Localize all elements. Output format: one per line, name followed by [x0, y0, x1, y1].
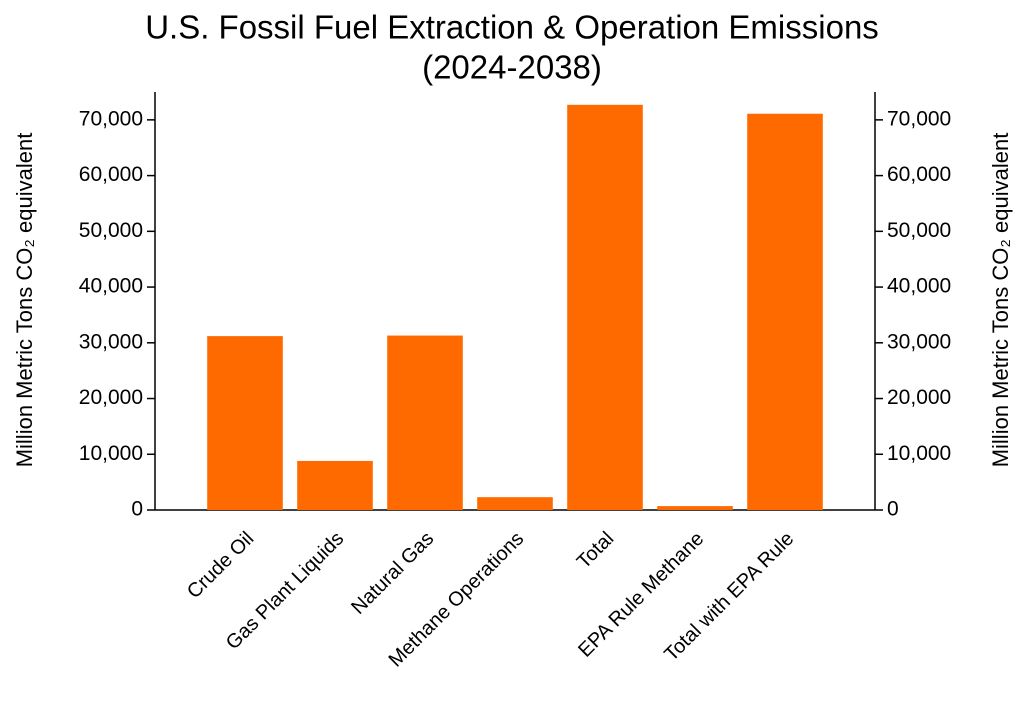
tick-label: 70,000 [79, 107, 143, 130]
tick-label: 30,000 [887, 330, 951, 353]
tick-label: 40,000 [79, 275, 143, 298]
tick-label: 60,000 [79, 163, 143, 186]
chart-title: U.S. Fossil Fuel Extraction & Operation … [145, 9, 879, 46]
tick-label: 50,000 [887, 219, 951, 242]
tick-label: 10,000 [887, 442, 951, 465]
y-axis-label: Million Metric Tons CO₂ equivalent [12, 133, 37, 468]
x-tick-label: Total [573, 528, 618, 573]
tick-label: 0 [887, 498, 899, 521]
tick-label: 60,000 [887, 163, 951, 186]
chart-subtitle: (2024-2038) [422, 49, 602, 86]
x-tick-label: Natural Gas [347, 528, 438, 619]
tick-label: 70,000 [887, 107, 951, 130]
x-tick-label: Crude Oil [183, 528, 258, 603]
tick-label: 0 [131, 498, 143, 521]
y2-axis-label: Million Metric Tons CO₂ equivalent [988, 133, 1013, 468]
tick-label: 20,000 [79, 386, 143, 409]
tick-label: 20,000 [887, 386, 951, 409]
tick-label: 40,000 [887, 275, 951, 298]
bar [207, 336, 283, 510]
tick-label: 30,000 [79, 330, 143, 353]
tick-label: 50,000 [79, 219, 143, 242]
bar [747, 113, 823, 511]
bar [387, 335, 463, 510]
bar [477, 497, 553, 510]
bar [297, 460, 373, 510]
tick-label: 10,000 [79, 442, 143, 465]
bar [657, 506, 733, 510]
bar [567, 104, 643, 510]
